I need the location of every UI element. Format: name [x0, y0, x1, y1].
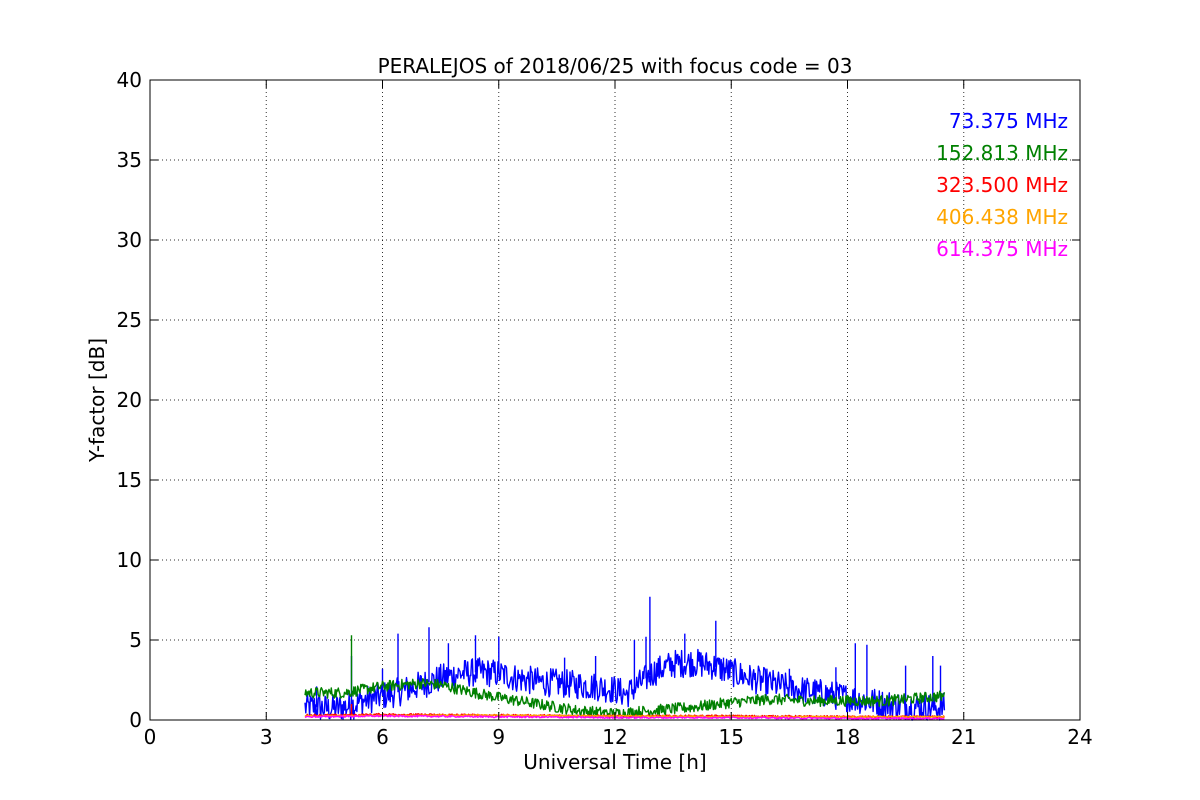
legend-entry-3: 406.438 MHz: [936, 205, 1068, 229]
x-tick-label: 24: [1067, 725, 1092, 749]
y-tick-label: 35: [117, 148, 142, 172]
y-tick-label: 25: [117, 308, 142, 332]
x-tick-label: 21: [951, 725, 976, 749]
x-tick-label: 6: [376, 725, 389, 749]
y-axis-label: Y-factor [dB]: [85, 338, 109, 463]
x-axis-label: Universal Time [h]: [523, 750, 706, 774]
legend-entry-2: 323.500 MHz: [936, 173, 1068, 197]
x-tick-label: 18: [835, 725, 860, 749]
legend-entry-0: 73.375 MHz: [949, 109, 1068, 133]
chart-title: PERALEJOS of 2018/06/25 with focus code …: [378, 54, 853, 78]
y-tick-label: 0: [129, 708, 142, 732]
grid-layer: [150, 80, 1080, 720]
series-layer: [304, 596, 946, 721]
y-tick-label: 20: [117, 388, 142, 412]
series-line-4: [304, 714, 945, 720]
legend-entry-1: 152.813 MHz: [936, 141, 1068, 165]
legend-entry-4: 614.375 MHz: [936, 237, 1068, 261]
y-tick-label: 15: [117, 468, 142, 492]
legend: 73.375 MHz 152.813 MHz 323.500 MHz 406.438 …: [936, 109, 1068, 261]
y-tick-label: 5: [129, 628, 142, 652]
x-tick-label: 3: [260, 725, 273, 749]
x-tick-label: 12: [602, 725, 627, 749]
x-tick-label: 0: [144, 725, 157, 749]
series-line-1: [304, 635, 946, 720]
x-tick-label: 15: [719, 725, 744, 749]
y-tick-label: 40: [117, 68, 142, 92]
y-tick-label: 10: [117, 548, 142, 572]
ticks-layer: 0 3 6 9 12 15 18 21 24 0 5 10 15 20 25 30 35 40: [117, 68, 1093, 749]
x-tick-label: 9: [492, 725, 505, 749]
y-tick-label: 30: [117, 228, 142, 252]
